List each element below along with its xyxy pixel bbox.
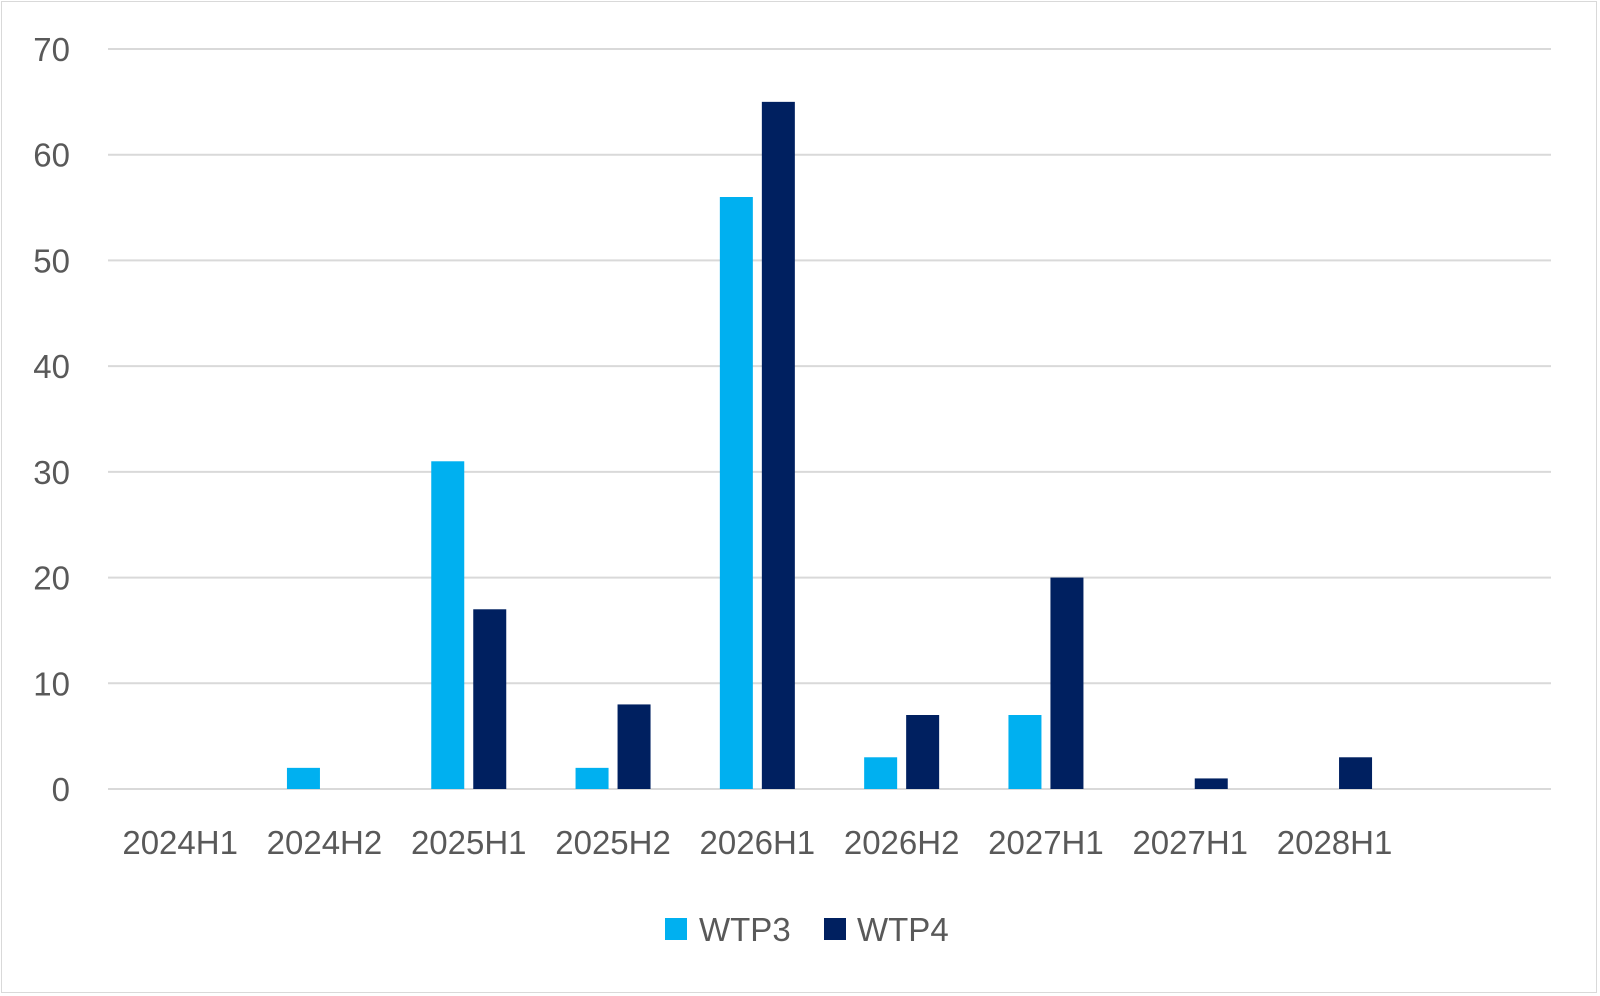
y-tick-label: 70	[33, 31, 70, 68]
x-tick-label: 2027H1	[1132, 824, 1248, 861]
bar-wtp4-8	[1339, 757, 1373, 789]
x-tick-label: 2026H2	[844, 824, 960, 861]
bars	[286, 101, 1373, 790]
legend-label-wtp3: WTP3	[699, 911, 791, 948]
legend-label-wtp4: WTP4	[857, 911, 949, 948]
x-tick-label: 2028H1	[1277, 824, 1393, 861]
bar-wtp3-4	[719, 197, 753, 789]
bar-wtp3-6	[1008, 715, 1042, 789]
y-tick-label: 50	[33, 242, 70, 279]
y-tick-label: 30	[33, 454, 70, 491]
bar-wtp4-5	[906, 715, 940, 789]
legend-swatch-wtp4	[824, 918, 846, 940]
bar-wtp4-7	[1194, 778, 1228, 789]
bar-wtp4-2	[473, 609, 507, 789]
x-tick-label: 2026H1	[700, 824, 816, 861]
y-tick-label: 20	[33, 560, 70, 597]
y-tick-label: 40	[33, 348, 70, 385]
y-tick-label: 0	[52, 771, 70, 808]
bar-wtp4-4	[761, 101, 795, 790]
legend-swatch-wtp3	[665, 918, 687, 940]
legend: WTP3 WTP4	[665, 911, 949, 948]
x-tick-label: 2025H1	[411, 824, 527, 861]
bar-wtp4-6	[1050, 577, 1084, 789]
bar-wtp3-1	[286, 767, 320, 789]
x-tick-label: 2024H1	[122, 824, 238, 861]
gridlines	[108, 48, 1551, 790]
bar-wtp4-3	[617, 704, 651, 789]
y-axis-ticks: 0 10 20 30 40 50 60 70	[33, 31, 70, 808]
x-tick-label: 2025H2	[555, 824, 671, 861]
x-tick-label: 2027H1	[988, 824, 1104, 861]
y-tick-label: 10	[33, 665, 70, 702]
bar-wtp3-5	[864, 757, 898, 789]
x-tick-label: 2024H2	[267, 824, 383, 861]
x-axis-ticks: 2024H1 2024H2 2025H1 2025H2 2026H1 2026H2 2027…	[122, 824, 1392, 861]
bar-wtp3-3	[575, 767, 609, 789]
bar-wtp3-2	[431, 461, 465, 789]
y-tick-label: 60	[33, 137, 70, 174]
